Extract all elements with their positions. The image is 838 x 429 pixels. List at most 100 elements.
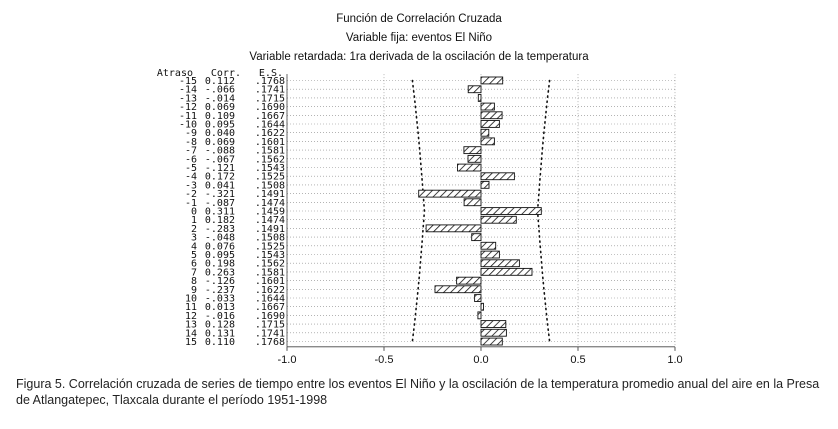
lag-label: 14 <box>185 328 197 339</box>
lag-label: -5 <box>185 163 197 174</box>
correlation-bar-lag-8 <box>456 276 482 285</box>
se-value: .1622 <box>255 128 285 139</box>
corr-value: -.121 <box>205 163 235 174</box>
se-value: .1741 <box>255 328 285 339</box>
se-value: .1491 <box>255 189 285 200</box>
x-tick-label: 0.5 <box>570 354 585 366</box>
corr-value: 0.172 <box>205 172 235 183</box>
correlation-bar-lag--2 <box>418 189 482 198</box>
header-lag: Atraso <box>157 68 193 79</box>
correlation-bar-lag-2 <box>425 224 482 233</box>
header-se: E.S. <box>259 68 283 79</box>
lag-label: -10 <box>179 120 197 131</box>
se-value: .1525 <box>255 172 285 183</box>
se-value: .1667 <box>255 111 285 122</box>
correlation-bar-lag-1 <box>480 215 517 224</box>
correlation-bar-lag--11 <box>480 111 503 120</box>
lag-label: 10 <box>185 294 197 305</box>
corr-value: -.066 <box>205 85 235 96</box>
correlation-bar-lag-0 <box>480 207 542 215</box>
lag-label: 13 <box>185 320 197 331</box>
correlation-bar-lag--7 <box>463 146 482 155</box>
corr-value: -.048 <box>205 233 235 244</box>
lag-label: -12 <box>179 102 197 113</box>
x-tick-label: -0.5 <box>375 354 394 366</box>
se-value: .1543 <box>255 163 285 174</box>
lag-label: 12 <box>185 311 197 322</box>
correlation-bar-lag--8 <box>480 137 495 146</box>
cross-correlation-chart: Atraso Corr. E.S.-15 0.112.1768-14 -.066.174… <box>157 68 683 366</box>
correlation-bar-lag--9 <box>480 128 490 137</box>
lag-label: 2 <box>191 224 197 235</box>
corr-value: 0.182 <box>205 215 235 226</box>
se-value: .1601 <box>255 137 285 148</box>
corr-value: -.014 <box>205 93 235 104</box>
correlation-bar-lag--12 <box>480 102 495 111</box>
se-value: .1581 <box>255 267 285 278</box>
x-tick-label: -1.0 <box>278 354 297 366</box>
lag-label: 6 <box>191 259 197 270</box>
confidence-band-lower <box>411 79 426 343</box>
lag-label: -1 <box>185 198 197 209</box>
lag-label: 11 <box>185 302 197 313</box>
se-value: .1459 <box>255 207 285 218</box>
corr-value: 0.128 <box>205 320 235 331</box>
correlation-bar-lag--4 <box>480 172 515 181</box>
correlation-bar-lag-13 <box>480 320 507 328</box>
lag-label: -14 <box>179 85 197 96</box>
lag-label: -8 <box>185 137 197 148</box>
correlation-bar-lag-15 <box>480 337 503 346</box>
lag-label: 7 <box>191 267 197 278</box>
corr-value: 0.069 <box>205 137 235 148</box>
chart-subtitle-lagged-variable: Variable retardada: 1ra derivada de la o… <box>249 51 589 63</box>
corr-value: -.067 <box>205 154 235 165</box>
se-value: .1474 <box>255 215 285 226</box>
lag-label: 1 <box>191 215 197 226</box>
correlation-bar-lag--13 <box>477 94 482 102</box>
correlation-bar-lag--10 <box>480 120 500 128</box>
corr-value: 0.076 <box>205 241 235 252</box>
corr-value: -.283 <box>205 224 235 235</box>
lag-label: -11 <box>179 111 197 122</box>
corr-value: 0.040 <box>205 128 235 139</box>
lag-label: 8 <box>191 276 197 287</box>
se-value: .1508 <box>255 233 285 244</box>
se-value: .1525 <box>255 241 285 252</box>
corr-value: -.321 <box>205 189 235 200</box>
corr-value: 0.095 <box>205 250 235 261</box>
corr-value: 0.131 <box>205 328 235 339</box>
lag-label: -6 <box>185 154 197 165</box>
se-value: .1474 <box>255 198 285 209</box>
correlation-bar-lag-11 <box>480 302 484 311</box>
correlation-bar-lag-10 <box>474 294 482 302</box>
correlation-bar-lag--5 <box>457 163 482 172</box>
bar-layer <box>418 76 542 346</box>
correlation-bar-lag-4 <box>480 241 497 250</box>
table-text-layer: Atraso Corr. E.S.-15 0.112.1768-14 -.066.174… <box>157 68 285 348</box>
chart-subtitle-fixed-variable: Variable fija: eventos El Niño <box>345 32 493 44</box>
se-value: .1543 <box>255 250 285 261</box>
figure-caption: Figura 5. Correlación cruzada de series … <box>16 377 820 407</box>
correlation-bar-lag--15 <box>480 76 504 85</box>
corr-value: 0.069 <box>205 102 235 113</box>
lag-label: 3 <box>191 233 197 244</box>
corr-value: 0.198 <box>205 259 235 270</box>
se-value: .1601 <box>255 276 285 287</box>
corr-value: 0.095 <box>205 120 235 131</box>
correlation-bar-lag-9 <box>434 285 482 294</box>
correlation-bar-lag-7 <box>480 267 533 276</box>
correlation-bar-lag-5 <box>480 250 500 259</box>
se-value: .1667 <box>255 302 285 313</box>
correlation-bar-lag-6 <box>480 259 520 268</box>
correlation-bar-lag--14 <box>467 85 482 94</box>
lag-label: -13 <box>179 93 197 104</box>
se-value: .1622 <box>255 285 285 296</box>
correlation-bar-lag--1 <box>463 198 482 207</box>
corr-value: 0.112 <box>205 76 235 87</box>
corr-value: -.126 <box>205 276 235 287</box>
correlation-bar-lag--3 <box>480 180 490 189</box>
chart-title: Función de Correlación Cruzada <box>336 13 502 25</box>
se-value: .1581 <box>255 146 285 157</box>
lag-label: 4 <box>191 241 197 252</box>
corr-value: -.237 <box>205 285 235 296</box>
